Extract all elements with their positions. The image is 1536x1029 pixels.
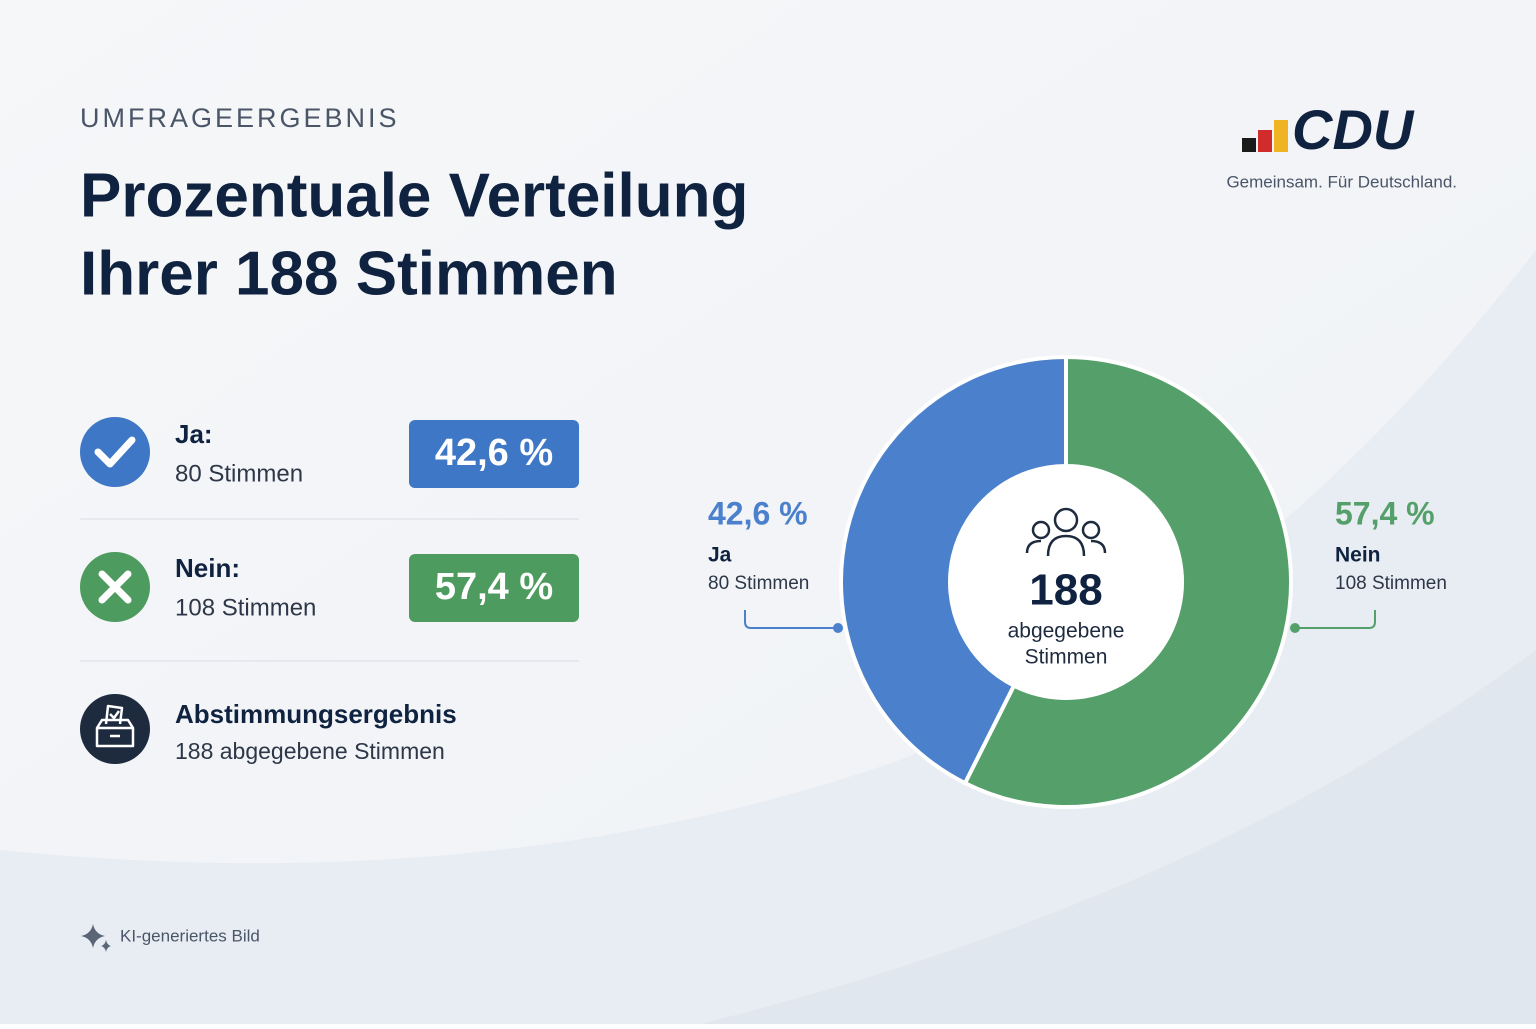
row-detail: 108 Stimmen <box>175 594 316 621</box>
percent-badge-text: 57,4 % <box>435 566 553 608</box>
center-value: 188 <box>1029 566 1102 615</box>
slice-category: Ja <box>708 544 732 567</box>
check-icon <box>94 436 136 468</box>
slice-category: Nein <box>1335 544 1381 567</box>
logo-bar <box>1242 138 1256 152</box>
leader-dot <box>1290 623 1300 633</box>
logo-bar <box>1274 120 1288 152</box>
donut-segment <box>962 354 1293 809</box>
leader-line <box>1295 610 1376 629</box>
row-label: Nein: <box>175 553 240 583</box>
percent-badge <box>409 420 579 488</box>
kicker: UMFRAGEERGEBNIS <box>80 103 400 133</box>
tagline: Gemeinsam. Für Deutschland. <box>1226 172 1457 191</box>
footer-note: KI-generiertes Bild <box>120 926 260 945</box>
slice-count: 108 Stimmen <box>1335 573 1447 594</box>
title: Prozentuale Verteilung <box>80 161 748 230</box>
leader-line <box>744 610 838 629</box>
leader-dot <box>833 623 843 633</box>
slice-count: 80 Stimmen <box>708 573 809 594</box>
total-detail: 188 abgegebene Stimmen <box>175 738 445 764</box>
check-icon <box>80 417 150 487</box>
background-wave <box>0 250 1536 1024</box>
x-icon <box>98 570 132 604</box>
title: Ihrer 188 Stimmen <box>80 239 618 308</box>
ballot-icon <box>95 704 135 748</box>
total-label: Abstimmungsergebnis <box>175 699 457 729</box>
row-detail: 80 Stimmen <box>175 460 303 487</box>
donut-segment <box>839 354 1068 786</box>
donut-hole <box>952 468 1180 696</box>
donut-chart: 188 abgegebene Stimmen 42,6 % Ja 80 Stimmen 57… <box>708 354 1447 809</box>
logo-bar <box>1258 130 1272 152</box>
logo: CDU <box>1242 98 1415 161</box>
logo-text: CDU <box>1292 98 1415 161</box>
people-icon <box>1025 507 1107 557</box>
percent-badge <box>409 554 579 622</box>
center-label: abgegebene <box>1008 620 1125 643</box>
row-label: Ja: <box>175 419 213 449</box>
percent-badge-text: 42,6 % <box>435 432 553 474</box>
center-label: Stimmen <box>1025 646 1108 669</box>
sparkle-icon <box>81 924 111 952</box>
slice-percent: 57,4 % <box>1335 495 1435 531</box>
background-wave <box>0 650 1536 1024</box>
slice-percent: 42,6 % <box>708 495 808 531</box>
